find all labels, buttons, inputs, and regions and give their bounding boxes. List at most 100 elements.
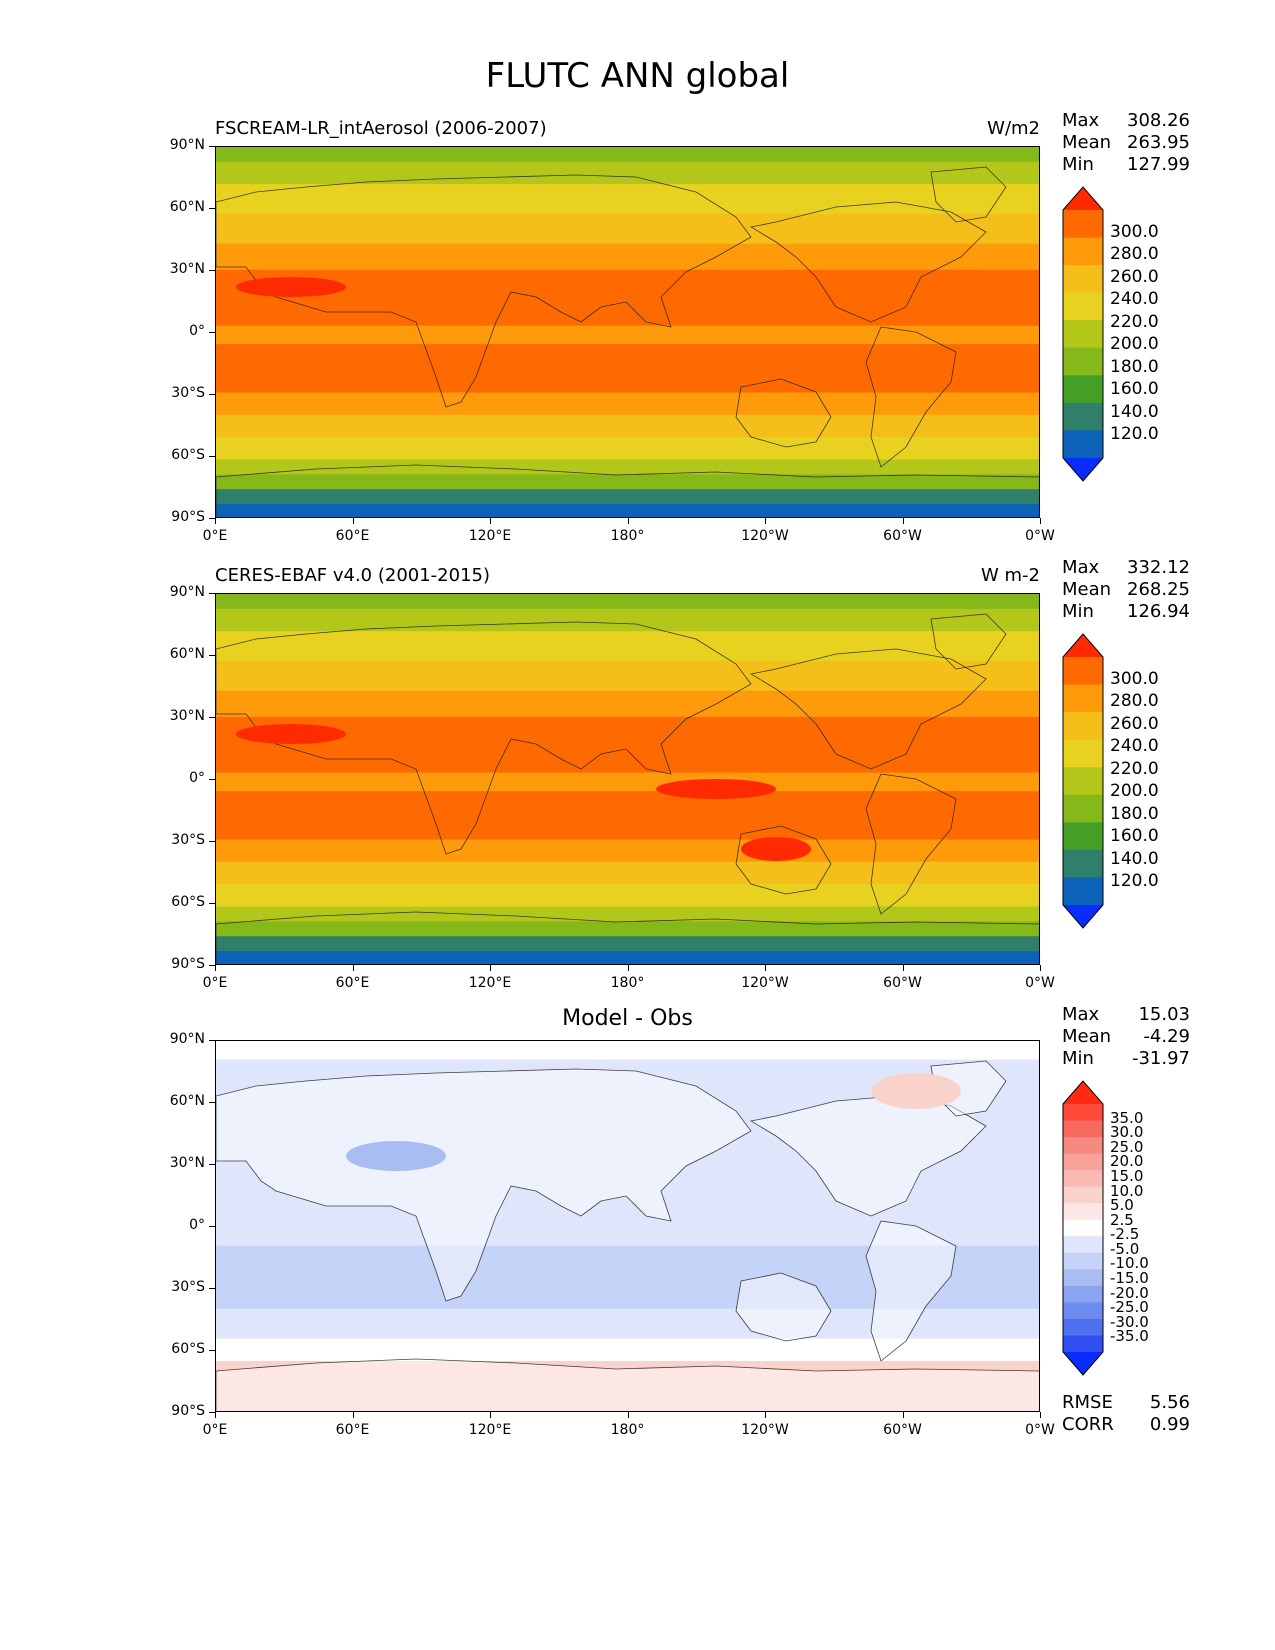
y-tick-label: 90°N — [169, 1031, 205, 1047]
map-plot — [215, 593, 1040, 965]
x-tick-mark — [627, 965, 629, 971]
y-tick-mark — [209, 1102, 215, 1103]
colorbar-segment — [1063, 1186, 1103, 1204]
colorbar-svg — [1062, 633, 1104, 929]
x-tick-mark — [627, 1412, 629, 1418]
colorbar-level-label: -2.5 — [1110, 1225, 1140, 1244]
stat-row: Max 308.26 — [1062, 110, 1190, 132]
colorbar-segment — [1063, 1252, 1103, 1270]
x-tick-label: 60°E — [335, 975, 370, 991]
colorbar-level-label: 200.0 — [1110, 334, 1159, 355]
stat-label: Min — [1062, 601, 1094, 622]
colorbar-segment — [1063, 237, 1103, 266]
stat-value: -31.97 — [1131, 1048, 1190, 1069]
y-tick-mark — [209, 593, 215, 594]
colorbar-level-label: 140.0 — [1110, 401, 1159, 422]
colorbar-bottom-extension — [1063, 458, 1103, 481]
colorbar-segment — [1063, 1137, 1103, 1155]
colorbar: 35.0 30.0 25.0 20.0 15.0 10.0 5.0 2.5 -2.5 -5.0 -1… — [1062, 1080, 1262, 1382]
map-panel: CERES-EBAF v4.0 (2001-2015) W m-2 90°N 60°N… — [0, 557, 1275, 1023]
map-color-band — [216, 489, 1039, 506]
map-color-band — [216, 1041, 1039, 1061]
colorbar-segment — [1063, 739, 1103, 768]
stat-value: -4.29 — [1143, 1026, 1190, 1047]
stats-block: Max 308.26 Mean 263.95 Min 127.99 — [1062, 110, 1190, 176]
stat-label: Max — [1062, 1004, 1100, 1025]
map-color-band — [216, 437, 1039, 461]
x-tick-label: 0°E — [202, 975, 228, 991]
colorbar-segment — [1063, 657, 1103, 686]
stats-block: Max 15.03 Mean -4.29 Min -31.97 — [1062, 1004, 1190, 1070]
x-tick-label: 0°W — [1025, 528, 1055, 544]
map-color-band — [216, 921, 1039, 938]
colorbar-level-label: 240.0 — [1110, 736, 1159, 757]
x-tick-label: 120°E — [468, 528, 512, 544]
panel-left-title: CERES-EBAF v4.0 (2001-2015) — [215, 565, 491, 586]
coastline — [216, 1358, 1039, 1411]
y-tick-label: 30°S — [171, 1279, 205, 1295]
extra-stats-block: RMSE 5.56 CORR 0.99 — [1062, 1392, 1190, 1436]
x-tick-label: 120°W — [741, 975, 789, 991]
y-tick-label: 90°N — [169, 137, 205, 153]
x-tick-label: 60°W — [883, 975, 922, 991]
stat-value: 0.99 — [1149, 1414, 1190, 1435]
coastline — [216, 464, 1039, 517]
map-color-band — [216, 594, 1039, 610]
map-color-band — [216, 184, 1039, 215]
colorbar-segment — [1063, 375, 1103, 404]
colorbar-level-label: -30.0 — [1110, 1312, 1149, 1331]
coastline — [735, 378, 832, 448]
coastline — [749, 201, 987, 323]
x-tick-mark — [627, 518, 629, 524]
coastline — [216, 621, 752, 855]
coastline — [865, 326, 957, 468]
y-tick-label: 60°N — [169, 1093, 205, 1109]
stat-value: 263.95 — [1127, 132, 1190, 153]
coastline — [735, 825, 832, 895]
map-color-band — [216, 631, 1039, 662]
coastline — [749, 648, 987, 770]
colorbar-level-label: 260.0 — [1110, 713, 1159, 734]
x-tick-label: 180° — [610, 975, 645, 991]
y-tick-mark — [209, 1164, 215, 1165]
coastline — [930, 613, 1007, 670]
panel-center-title: Model - Obs — [562, 1006, 693, 1031]
map-color-band — [216, 269, 1039, 327]
colorbar-segment — [1063, 1269, 1103, 1287]
colorbar-segment — [1063, 1153, 1103, 1171]
stat-row: Mean 263.95 — [1062, 132, 1190, 154]
y-tick-label: 60°N — [169, 199, 205, 215]
coastline — [865, 1220, 957, 1362]
y-tick-label: 90°S — [171, 956, 205, 972]
y-tick-label: 30°N — [169, 708, 205, 724]
y-tick-mark — [209, 1226, 215, 1227]
y-tick-mark — [209, 146, 215, 147]
x-tick-label: 0°E — [202, 528, 228, 544]
x-tick-label: 60°E — [335, 528, 370, 544]
colorbar-segment — [1063, 712, 1103, 741]
colorbar-top-extension — [1063, 187, 1103, 210]
colorbar-segment — [1063, 1335, 1103, 1353]
map-plot — [215, 146, 1040, 518]
map-color-band — [216, 690, 1039, 718]
y-tick-mark — [209, 1040, 215, 1041]
colorbar-segment — [1063, 877, 1103, 906]
map-color-band — [216, 951, 1039, 964]
stat-label: Max — [1062, 110, 1100, 131]
colorbar-level-label: -5.0 — [1110, 1239, 1140, 1258]
y-tick-mark — [209, 841, 215, 842]
colorbar-level-label: 160.0 — [1110, 379, 1159, 400]
colorbar-level-label: 140.0 — [1110, 848, 1159, 869]
stat-row: Min -31.97 — [1062, 1048, 1190, 1070]
map-color-band — [216, 772, 1039, 793]
figure-title: FLUTC ANN global — [485, 56, 790, 96]
colorbar-level-label: 260.0 — [1110, 266, 1159, 287]
colorbar: 300.0 280.0 260.0 240.0 220.0 200.0 180.0 160.0… — [1062, 186, 1262, 488]
colorbar-segment — [1063, 265, 1103, 294]
y-tick-mark — [209, 903, 215, 904]
sahara-hotspot — [236, 277, 346, 297]
map-color-band — [216, 1338, 1039, 1362]
coastline — [216, 911, 1039, 964]
map-svg — [216, 1041, 1039, 1411]
map-color-band — [216, 392, 1039, 416]
